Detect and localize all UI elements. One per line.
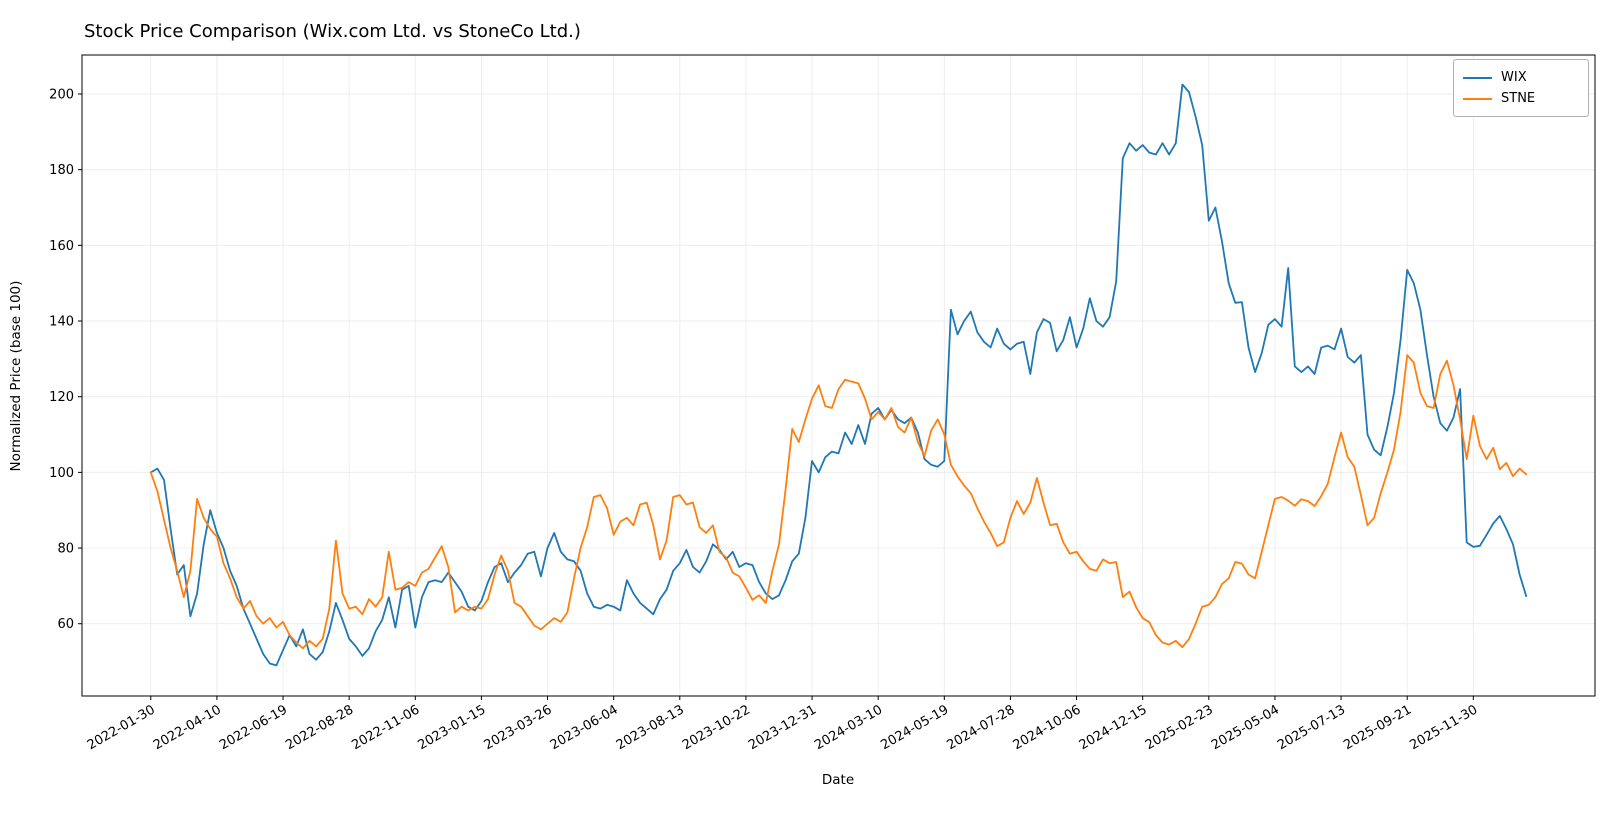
y-tick-label: 160 xyxy=(49,239,74,254)
plot-border xyxy=(81,54,1596,697)
x-tick-label: 2023-01-15 xyxy=(415,702,488,753)
stne-line-swatch xyxy=(1463,97,1492,100)
x-tick-label: 2022-08-28 xyxy=(283,702,356,753)
x-tick-label: 2025-05-04 xyxy=(1209,702,1282,753)
series-line-stne xyxy=(149,354,1528,650)
x-tick-label: 2025-02-23 xyxy=(1143,702,1216,753)
x-tick-label: 2022-06-19 xyxy=(217,702,290,753)
x-axis-label: Date xyxy=(821,772,855,788)
x-tick-label: 2023-06-04 xyxy=(548,702,621,753)
series-line-wix xyxy=(149,83,1528,667)
x-tick-label: 2022-04-10 xyxy=(151,702,224,753)
x-tick-label: 2024-12-15 xyxy=(1077,702,1150,753)
chart-title: Stock Price Comparison (Wix.com Ltd. vs … xyxy=(84,21,581,42)
x-tick-label: 2024-07-28 xyxy=(944,702,1017,753)
y-tick-label: 140 xyxy=(49,315,74,330)
y-tick-label: 100 xyxy=(49,466,74,481)
x-tick-label: 2022-11-06 xyxy=(349,702,422,753)
y-tick-label: 120 xyxy=(49,390,74,405)
legend-label-wix: WIX xyxy=(1501,70,1527,85)
x-tick-label: 2023-03-26 xyxy=(482,702,555,753)
legend: WIX STNE xyxy=(1453,59,1589,117)
x-tick-label: 2024-03-10 xyxy=(812,702,885,753)
x-tick-label: 2025-09-21 xyxy=(1341,702,1414,753)
legend-label-stne: STNE xyxy=(1501,91,1536,106)
y-tick-label: 200 xyxy=(49,87,74,102)
x-tick-label: 2024-05-19 xyxy=(878,702,951,753)
y-tick-label: 180 xyxy=(49,163,74,178)
x-tick-label: 2025-07-13 xyxy=(1275,702,1348,753)
wix-line-swatch xyxy=(1463,76,1492,79)
y-tick-label: 60 xyxy=(57,617,74,632)
legend-item-stne: STNE xyxy=(1463,88,1578,109)
y-tick-label: 80 xyxy=(57,542,74,557)
x-tick-label: 2024-10-06 xyxy=(1011,702,1084,753)
x-tick-label: 2023-08-13 xyxy=(614,702,687,753)
x-tick-label: 2023-10-22 xyxy=(680,702,753,753)
legend-item-wix: WIX xyxy=(1463,67,1578,88)
x-tick-label: 2025-11-30 xyxy=(1407,702,1480,753)
x-tick-label: 2022-01-30 xyxy=(85,702,158,753)
x-tick-label: 2023-12-31 xyxy=(746,702,819,753)
